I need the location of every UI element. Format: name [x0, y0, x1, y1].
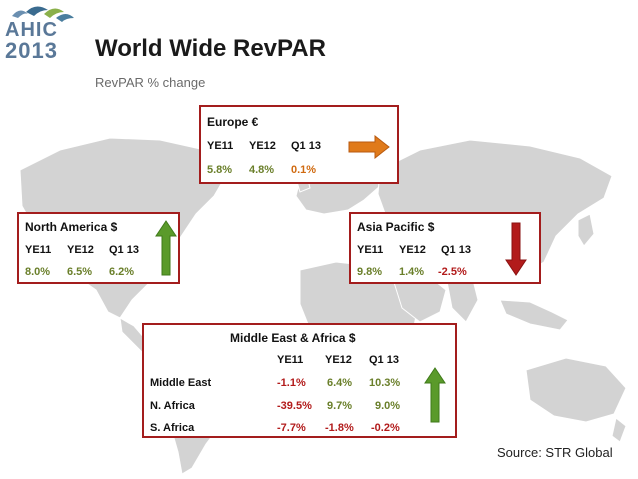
- asia-pacific-value-ye12: 1.4%: [399, 266, 425, 278]
- mea-s-africa-q113: -0.2%: [371, 422, 400, 434]
- north-america-col-ye12: YE12: [67, 244, 94, 256]
- mea-col-ye11: YE11: [277, 354, 304, 366]
- asia-pacific-col-q113: Q1 13: [441, 244, 471, 256]
- source-note: Source: STR Global: [497, 445, 613, 460]
- europe-panel: Europe € YE11 YE12 Q1 13 5.8% 4.8% 0.1%: [199, 105, 399, 184]
- page-title: World Wide RevPAR: [95, 35, 326, 62]
- mea-n-africa-q113: 9.0%: [375, 400, 401, 412]
- right-arrow-icon: [348, 135, 390, 159]
- north-america-value-q113: 6.2%: [109, 266, 135, 278]
- north-america-panel: North America $ YE11 YE12 Q1 13 8.0% 6.5…: [17, 212, 180, 284]
- north-america-col-q113: Q1 13: [109, 244, 139, 256]
- mea-middle-east-q113: 10.3%: [369, 377, 401, 389]
- logo-text: AHIC 2013: [5, 20, 75, 62]
- logo-line-1: AHIC: [5, 19, 58, 41]
- page-subtitle: RevPAR % change: [95, 75, 206, 90]
- europe-value-q113: 0.1%: [291, 164, 317, 176]
- europe-title: Europe €: [207, 115, 259, 129]
- down-arrow-icon: [505, 222, 527, 276]
- asia-pacific-title: Asia Pacific $: [357, 220, 435, 234]
- north-america-value-ye12: 6.5%: [67, 266, 93, 278]
- mea-s-africa-ye12: -1.8%: [325, 422, 354, 434]
- up-arrow-icon: [424, 367, 446, 423]
- north-america-col-ye11: YE11: [25, 244, 52, 256]
- north-america-title: North America $: [25, 220, 118, 234]
- mea-s-africa-ye11: -7.7%: [277, 422, 306, 434]
- mea-row-label-middle-east: Middle East: [150, 377, 212, 389]
- up-arrow-icon: [155, 220, 177, 276]
- asia-pacific-col-ye12: YE12: [399, 244, 426, 256]
- mea-n-africa-ye11: -39.5%: [277, 400, 312, 412]
- mea-panel: Middle East & Africa $ YE11 YE12 Q1 13 M…: [142, 323, 457, 438]
- asia-pacific-panel: Asia Pacific $ YE11 YE12 Q1 13 9.8% 1.4%…: [349, 212, 541, 284]
- mea-middle-east-ye12: 6.4%: [327, 377, 353, 389]
- europe-value-ye12: 4.8%: [249, 164, 275, 176]
- logo-bird-icon: [12, 6, 74, 22]
- mea-row-label-s-africa: S. Africa: [150, 422, 195, 434]
- asia-pacific-value-q113: -2.5%: [438, 266, 467, 278]
- asia-pacific-col-ye11: YE11: [357, 244, 384, 256]
- mea-title: Middle East & Africa $: [230, 331, 356, 345]
- europe-col-q113: Q1 13: [291, 140, 321, 152]
- mea-col-ye12: YE12: [325, 354, 352, 366]
- logo-line-2: 2013: [5, 38, 58, 63]
- mea-n-africa-ye12: 9.7%: [327, 400, 353, 412]
- mea-col-q113: Q1 13: [369, 354, 399, 366]
- north-america-value-ye11: 8.0%: [25, 266, 51, 278]
- europe-col-ye11: YE11: [207, 140, 234, 152]
- mea-row-label-n-africa: N. Africa: [150, 400, 195, 412]
- mea-middle-east-ye11: -1.1%: [277, 377, 306, 389]
- europe-col-ye12: YE12: [249, 140, 276, 152]
- asia-pacific-value-ye11: 9.8%: [357, 266, 383, 278]
- europe-value-ye11: 5.8%: [207, 164, 233, 176]
- ahic-logo: [12, 6, 74, 22]
